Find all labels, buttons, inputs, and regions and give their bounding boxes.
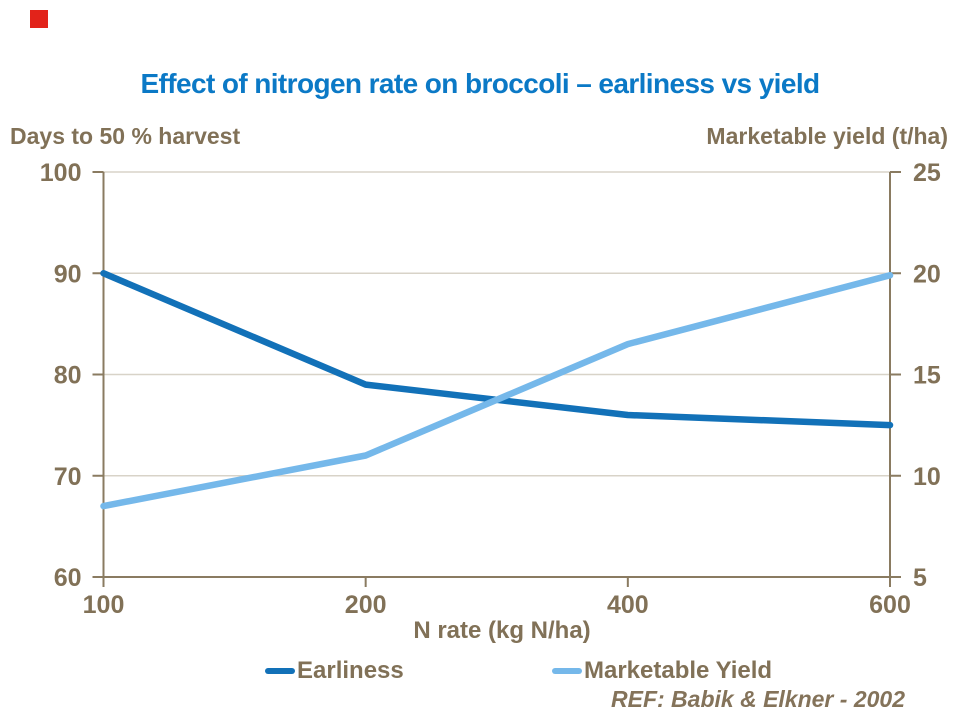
left-axis-tick-label: 60 [54, 564, 82, 592]
x-axis-tick-label: 600 [869, 591, 911, 619]
right-axis-tick-label: 5 [913, 564, 927, 592]
marketable-yield-legend-swatch [552, 668, 582, 674]
red-accent-square [30, 10, 48, 28]
right-axis-tick-label: 20 [913, 260, 941, 288]
marketable-yield-line [100, 272, 894, 510]
x-axis-tick-label: 200 [345, 591, 387, 619]
right-axis-tick-label: 10 [913, 463, 941, 491]
left-axis-title: Days to 50 % harvest [10, 123, 241, 149]
legend-item-marketable-yield: Marketable Yield [552, 656, 772, 686]
earliness-legend-swatch [265, 668, 295, 674]
chart-title: Effect of nitrogen rate on broccoli – ea… [140, 68, 820, 99]
legend-item-earliness: Earliness [265, 656, 404, 686]
reference-note: REF: Babik & Elkner - 2002 [611, 686, 905, 712]
right-axis-tick-label: 15 [913, 362, 941, 390]
chart-legend: Earliness Marketable Yield [0, 656, 960, 686]
left-axis-tick-label: 80 [54, 362, 82, 390]
earliness-legend-label: Earliness [297, 657, 404, 684]
x-axis-title: N rate (kg N/ha) [413, 617, 591, 644]
left-axis-tick-label: 100 [40, 159, 82, 187]
left-axis-tick-label: 90 [54, 260, 82, 288]
right-axis-tick-label: 25 [913, 159, 941, 187]
x-axis-tick-label: 400 [607, 591, 649, 619]
right-axis-title: Marketable yield (t/ha) [706, 123, 948, 149]
marketable-yield-legend-label: Marketable Yield [584, 657, 773, 684]
left-axis-tick-label: 70 [54, 463, 82, 491]
x-axis-tick-label: 100 [83, 591, 125, 619]
